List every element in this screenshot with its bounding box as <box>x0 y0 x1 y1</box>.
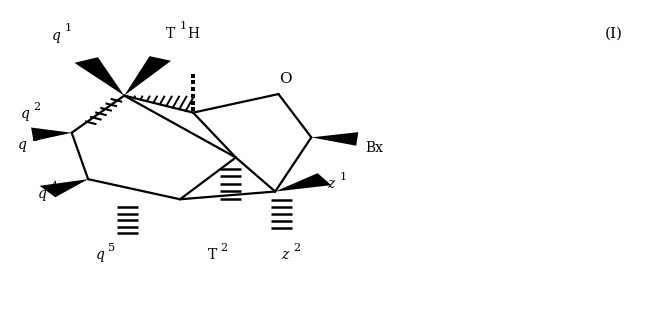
Text: 2: 2 <box>220 243 228 253</box>
Text: 2: 2 <box>293 243 301 253</box>
Text: T: T <box>209 248 217 262</box>
Text: 2: 2 <box>34 102 41 112</box>
Polygon shape <box>124 56 171 96</box>
Text: 5: 5 <box>109 243 116 253</box>
Text: H: H <box>187 27 199 41</box>
Text: 1: 1 <box>64 23 71 33</box>
Text: z: z <box>281 248 289 262</box>
Text: 1: 1 <box>340 172 347 182</box>
Text: q: q <box>95 248 105 262</box>
Text: 4: 4 <box>51 181 58 191</box>
Text: z: z <box>328 177 334 191</box>
Text: q: q <box>38 187 46 201</box>
Text: 1: 1 <box>180 21 187 31</box>
Text: T: T <box>166 27 175 41</box>
Text: 3: 3 <box>31 133 38 143</box>
Text: q: q <box>52 29 61 43</box>
Text: O: O <box>279 72 291 86</box>
Polygon shape <box>311 132 358 146</box>
Polygon shape <box>275 173 331 192</box>
Text: (I): (I) <box>604 27 622 41</box>
Polygon shape <box>31 128 71 141</box>
Text: q: q <box>21 107 30 121</box>
Polygon shape <box>74 57 124 96</box>
Text: q: q <box>18 138 27 152</box>
Text: Bx: Bx <box>365 141 383 155</box>
Polygon shape <box>40 179 88 197</box>
